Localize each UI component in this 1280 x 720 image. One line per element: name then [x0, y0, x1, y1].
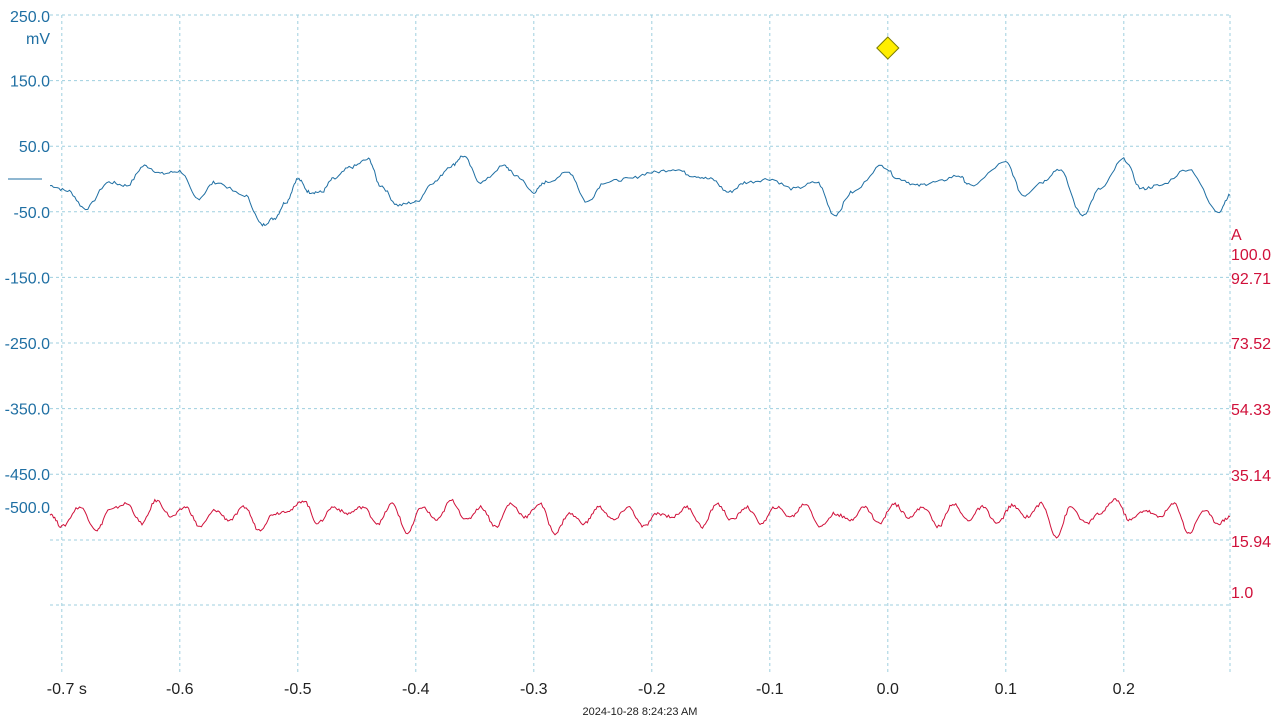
left-tick-label: -50.0: [14, 205, 51, 222]
left-tick-label: -500.0: [5, 500, 50, 517]
left-tick-label: 250.0: [10, 9, 50, 26]
grid: [50, 14, 1231, 672]
right-axis-unit: A: [1231, 227, 1242, 244]
x-tick-label: 0.1: [995, 681, 1017, 698]
x-tick-label: -0.6: [166, 681, 194, 698]
right-tick-label: 35.14: [1231, 468, 1271, 485]
right-axis-top-label: 100.0: [1231, 247, 1271, 264]
x-tick-label: -0.5: [284, 681, 312, 698]
x-tick-label: 0.2: [1113, 681, 1135, 698]
left-tick-label: 150.0: [10, 74, 50, 91]
channel-b-trace: [49, 498, 1231, 539]
channel-a-trace: [49, 155, 1231, 227]
trigger-diamond-icon[interactable]: [876, 36, 900, 60]
right-tick-label: 92.71: [1231, 271, 1271, 288]
left-tick-label: -350.0: [5, 402, 50, 419]
x-tick-label: -0.2: [638, 681, 666, 698]
traces: [49, 155, 1231, 539]
right-tick-label: 54.33: [1231, 402, 1271, 419]
left-tick-label: -150.0: [5, 270, 50, 287]
left-axis-ticks: 250.0 150.0 50.0 -50.0 -150.0 -250.0 -350.0 -45…: [5, 9, 50, 517]
right-tick-label: 15.94: [1231, 534, 1271, 551]
x-tick-label: -0.4: [402, 681, 430, 698]
left-tick-label: -450.0: [5, 467, 50, 484]
x-tick-label: -0.3: [520, 681, 548, 698]
left-axis-unit: mV: [26, 31, 50, 48]
x-tick-label: 0.0: [877, 681, 899, 698]
capture-timestamp: 2024-10-28 8:24:23 AM: [583, 706, 698, 718]
left-tick-label: -250.0: [5, 336, 50, 353]
left-tick-label: 50.0: [19, 139, 50, 156]
x-axis-ticks: -0.7 s -0.6 -0.5 -0.4 -0.3 -0.2 -0.1 0.0 0.1 0.2: [47, 681, 1135, 698]
right-tick-label: 73.52: [1231, 336, 1271, 353]
x-tick-label: -0.7 s: [47, 681, 87, 698]
right-axis-ticks: 92.71 73.52 54.33 35.14 15.94 1.0: [1231, 271, 1271, 602]
trigger-diamond-shape[interactable]: [876, 36, 900, 60]
right-tick-label: 1.0: [1231, 585, 1253, 602]
x-tick-label: -0.1: [756, 681, 784, 698]
